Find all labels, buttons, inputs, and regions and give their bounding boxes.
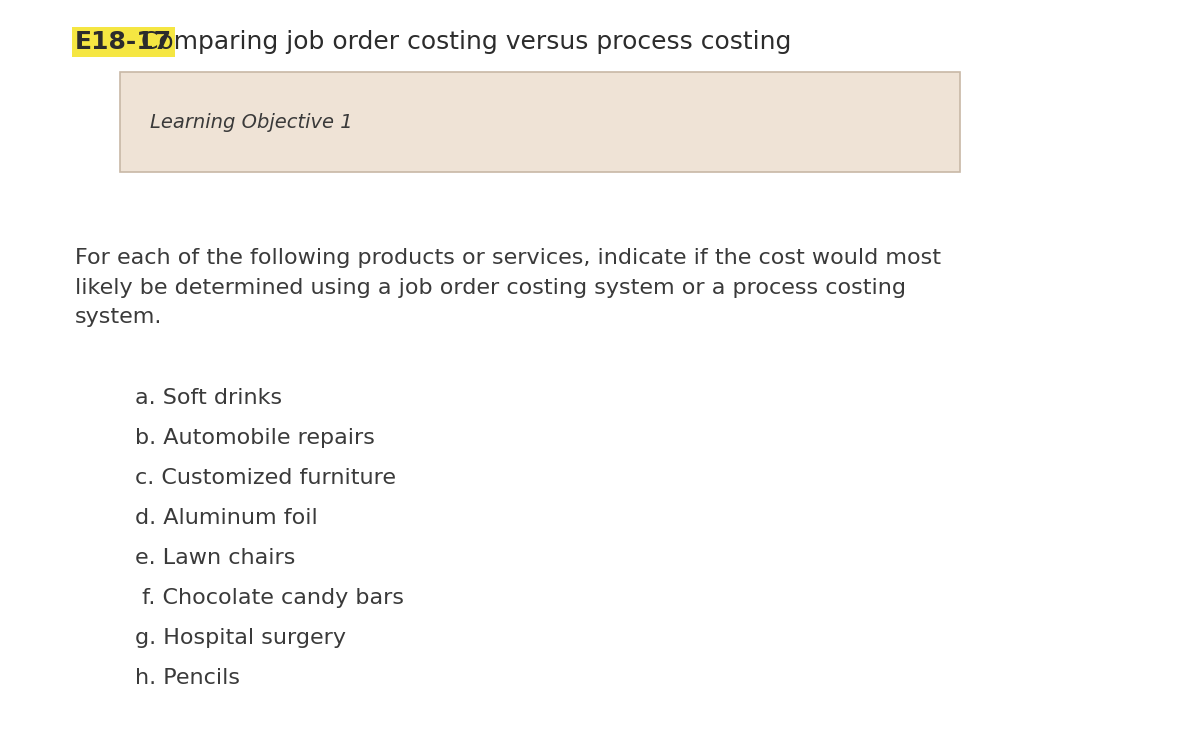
Text: h. Pencils: h. Pencils <box>134 668 240 688</box>
Text: g. Hospital surgery: g. Hospital surgery <box>134 628 346 648</box>
Text: a. Soft drinks: a. Soft drinks <box>134 388 282 408</box>
Text: b. Automobile repairs: b. Automobile repairs <box>134 428 374 448</box>
Text: e. Lawn chairs: e. Lawn chairs <box>134 548 295 568</box>
Text: f. Chocolate candy bars: f. Chocolate candy bars <box>134 588 404 608</box>
FancyBboxPatch shape <box>120 72 960 172</box>
Text: Learning Objective 1: Learning Objective 1 <box>150 112 353 132</box>
Text: c. Customized furniture: c. Customized furniture <box>134 468 396 488</box>
Text: d. Aluminum foil: d. Aluminum foil <box>134 508 318 528</box>
Text: Comparing job order costing versus process costing: Comparing job order costing versus proce… <box>133 30 791 54</box>
Text: For each of the following products or services, indicate if the cost would most
: For each of the following products or se… <box>74 248 941 327</box>
Text: E18-17: E18-17 <box>74 30 172 54</box>
